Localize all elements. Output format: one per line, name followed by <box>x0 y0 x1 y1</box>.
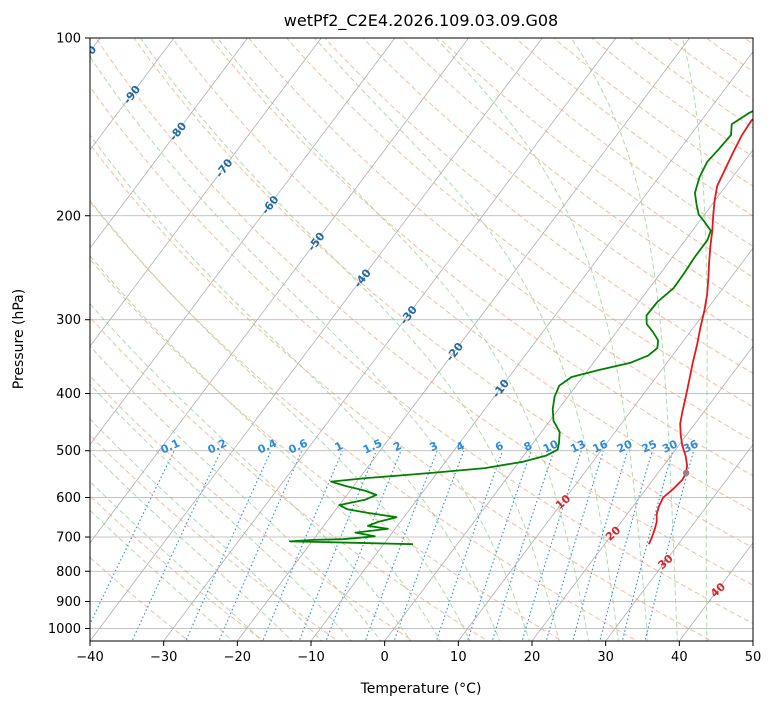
mixing-ratio-line <box>621 450 674 641</box>
profile-series <box>288 110 753 546</box>
dry-adiabat-line <box>209 38 753 477</box>
x-tick-label: −20 <box>224 650 251 665</box>
plot-background <box>90 38 753 641</box>
dry-adiabat-line <box>362 38 753 342</box>
dry-adiabat-line <box>767 27 775 643</box>
moist-adiabat-line <box>90 199 471 641</box>
isotherm-line <box>90 38 322 347</box>
mixing-ratio-label: 16 <box>591 437 611 455</box>
dry-adiabat-line <box>133 38 753 549</box>
y-axis-ticks: 100 200 300 400 500 600 700 800 900 1000 <box>48 32 90 637</box>
mixing-ratio-label: 13 <box>568 438 587 456</box>
mixing-ratio-line <box>393 450 465 641</box>
mixing-ratio-line <box>644 450 695 641</box>
y-tick-label: 1000 <box>48 622 81 637</box>
y-tick-label: 600 <box>56 491 81 506</box>
temperature-profile-line <box>647 117 753 545</box>
isotherm-line <box>90 38 175 151</box>
x-tick-label: 10 <box>450 650 467 665</box>
dry-adiabat-line <box>286 38 753 408</box>
mixing-ratio-line <box>435 450 504 641</box>
dry-adiabat-line <box>90 434 340 641</box>
mixing-ratio-label: 36 <box>681 437 701 455</box>
x-tick-label: 20 <box>524 650 541 665</box>
dry-adiabat-line <box>90 143 713 641</box>
dry-adiabat-line <box>324 38 753 375</box>
dry-adiabat-line <box>553 38 753 187</box>
dry-adiabat-line <box>171 38 753 512</box>
pressure-gridlines <box>90 38 753 629</box>
mixing-ratio-label: 25 <box>640 438 659 456</box>
y-tick-label: 100 <box>56 32 81 47</box>
isotherm-line <box>90 38 470 544</box>
mixing-ratio-line <box>545 450 604 641</box>
moist-adiabat-line <box>90 345 382 641</box>
x-tick-label: 50 <box>745 650 762 665</box>
dry-adiabat-line <box>90 495 265 641</box>
mixing-ratio-line <box>364 450 438 641</box>
isotherm-line <box>457 247 753 641</box>
y-tick-label: 400 <box>56 387 81 402</box>
isotherm-line <box>90 38 543 641</box>
mixing-ratio-line <box>521 450 582 641</box>
dry-adiabat-line <box>90 375 414 641</box>
parcel-marker <box>682 469 690 476</box>
y-tick-label: 300 <box>56 313 81 328</box>
dry-adiabat-line <box>247 38 753 442</box>
x-tick-label: −10 <box>297 650 324 665</box>
isotherm-line <box>605 443 753 641</box>
isotherm-line <box>90 38 396 446</box>
dry-adiabat-line <box>95 38 753 586</box>
dry-adiabat-line <box>591 38 753 158</box>
mixing-ratio-line <box>599 450 653 641</box>
dry-adiabats <box>90 27 775 643</box>
dry-adiabat-line <box>90 200 639 641</box>
skewed-isotherms <box>90 38 753 641</box>
dry-adiabat-line <box>476 38 753 247</box>
x-tick-label: −30 <box>150 650 177 665</box>
isotherm-line <box>531 345 753 641</box>
isotherm-line <box>310 51 753 641</box>
y-tick-label: 500 <box>56 444 81 459</box>
x-tick-label: 30 <box>597 650 614 665</box>
isotherm-line <box>163 38 617 641</box>
plot-frame <box>89 37 754 642</box>
mixing-ratio-line <box>572 450 629 641</box>
x-axis-ticks: −40 −30 −20 −10 0 10 20 30 40 50 <box>76 641 761 665</box>
y-axis-label: Pressure (hPa) <box>11 289 27 389</box>
isotherm-line <box>752 640 753 641</box>
dewpoint-profile-line <box>288 110 753 546</box>
x-tick-label: 40 <box>671 650 688 665</box>
mixing-ratio-label: 30 <box>660 437 680 455</box>
mixing-ratio-line <box>325 450 402 641</box>
mixing-ratio-line <box>491 450 555 641</box>
y-tick-label: 800 <box>56 565 81 580</box>
isotherm-line <box>90 38 249 249</box>
x-tick-label: −40 <box>76 650 103 665</box>
dry-adiabat-line <box>90 85 753 625</box>
dry-adiabat-line <box>400 38 753 310</box>
chart-title: wetPf2_C2E4.2026.109.03.09.G08 <box>284 11 558 31</box>
y-tick-label: 700 <box>56 531 81 546</box>
isotherm-line <box>384 149 753 641</box>
y-tick-label: 900 <box>56 595 81 610</box>
x-tick-label: 0 <box>381 650 389 665</box>
mixing-ratio-label: 20 <box>615 437 635 455</box>
y-tick-label: 200 <box>56 209 81 224</box>
x-axis-label: Temperature (°C) <box>360 681 482 697</box>
